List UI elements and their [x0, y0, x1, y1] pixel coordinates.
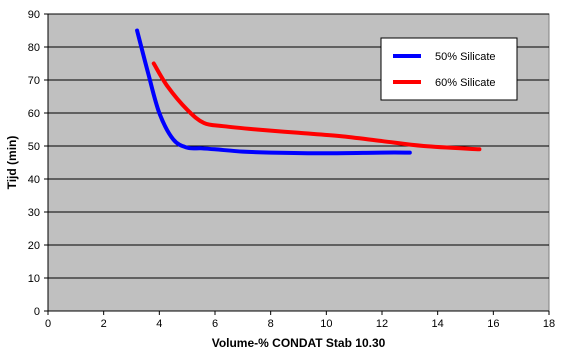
y-axis-title: Tijd (min)	[5, 136, 19, 190]
x-tick-label: 14	[432, 318, 444, 330]
legend: 50% Silicate 60% Silicate	[380, 37, 518, 101]
y-tick-label: 60	[28, 108, 40, 120]
y-tick-label: 90	[28, 9, 40, 21]
x-tick-label: 18	[543, 318, 555, 330]
y-tick-label: 0	[34, 306, 40, 318]
x-tick-label: 12	[376, 318, 388, 330]
x-tick-label: 16	[487, 318, 499, 330]
legend-items: 50% Silicate 60% Silicate	[393, 51, 496, 89]
y-tick-labels: 0 10 20 30 40 50 60 70 80 90	[28, 9, 40, 318]
legend-box	[380, 37, 518, 101]
x-axis-title: Volume-% CONDAT Stab 10.30	[212, 336, 386, 350]
x-tick-labels: 0 2 4 6 8 10 12 14 16 18	[45, 318, 555, 330]
axes	[44, 13, 550, 315]
x-tick-label: 0	[45, 318, 51, 330]
y-tick-label: 50	[28, 141, 40, 153]
y-tick-label: 30	[28, 207, 40, 219]
legend-label-2: 60% Silicate	[435, 77, 496, 89]
y-tick-label: 80	[28, 42, 40, 54]
y-tick-label: 40	[28, 174, 40, 186]
y-tick-label: 10	[28, 273, 40, 285]
x-tick-label: 10	[320, 318, 332, 330]
series-line-2	[151, 61, 482, 152]
y-tick-label: 70	[28, 75, 40, 87]
x-tick-label: 6	[212, 318, 218, 330]
x-tick-label: 2	[101, 318, 107, 330]
series-layer	[135, 28, 482, 156]
legend-label-1: 50% Silicate	[435, 51, 496, 63]
series-line-1	[135, 28, 412, 156]
x-tick-label: 4	[156, 318, 162, 330]
x-tick-label: 8	[268, 318, 274, 330]
y-tick-label: 20	[28, 240, 40, 252]
